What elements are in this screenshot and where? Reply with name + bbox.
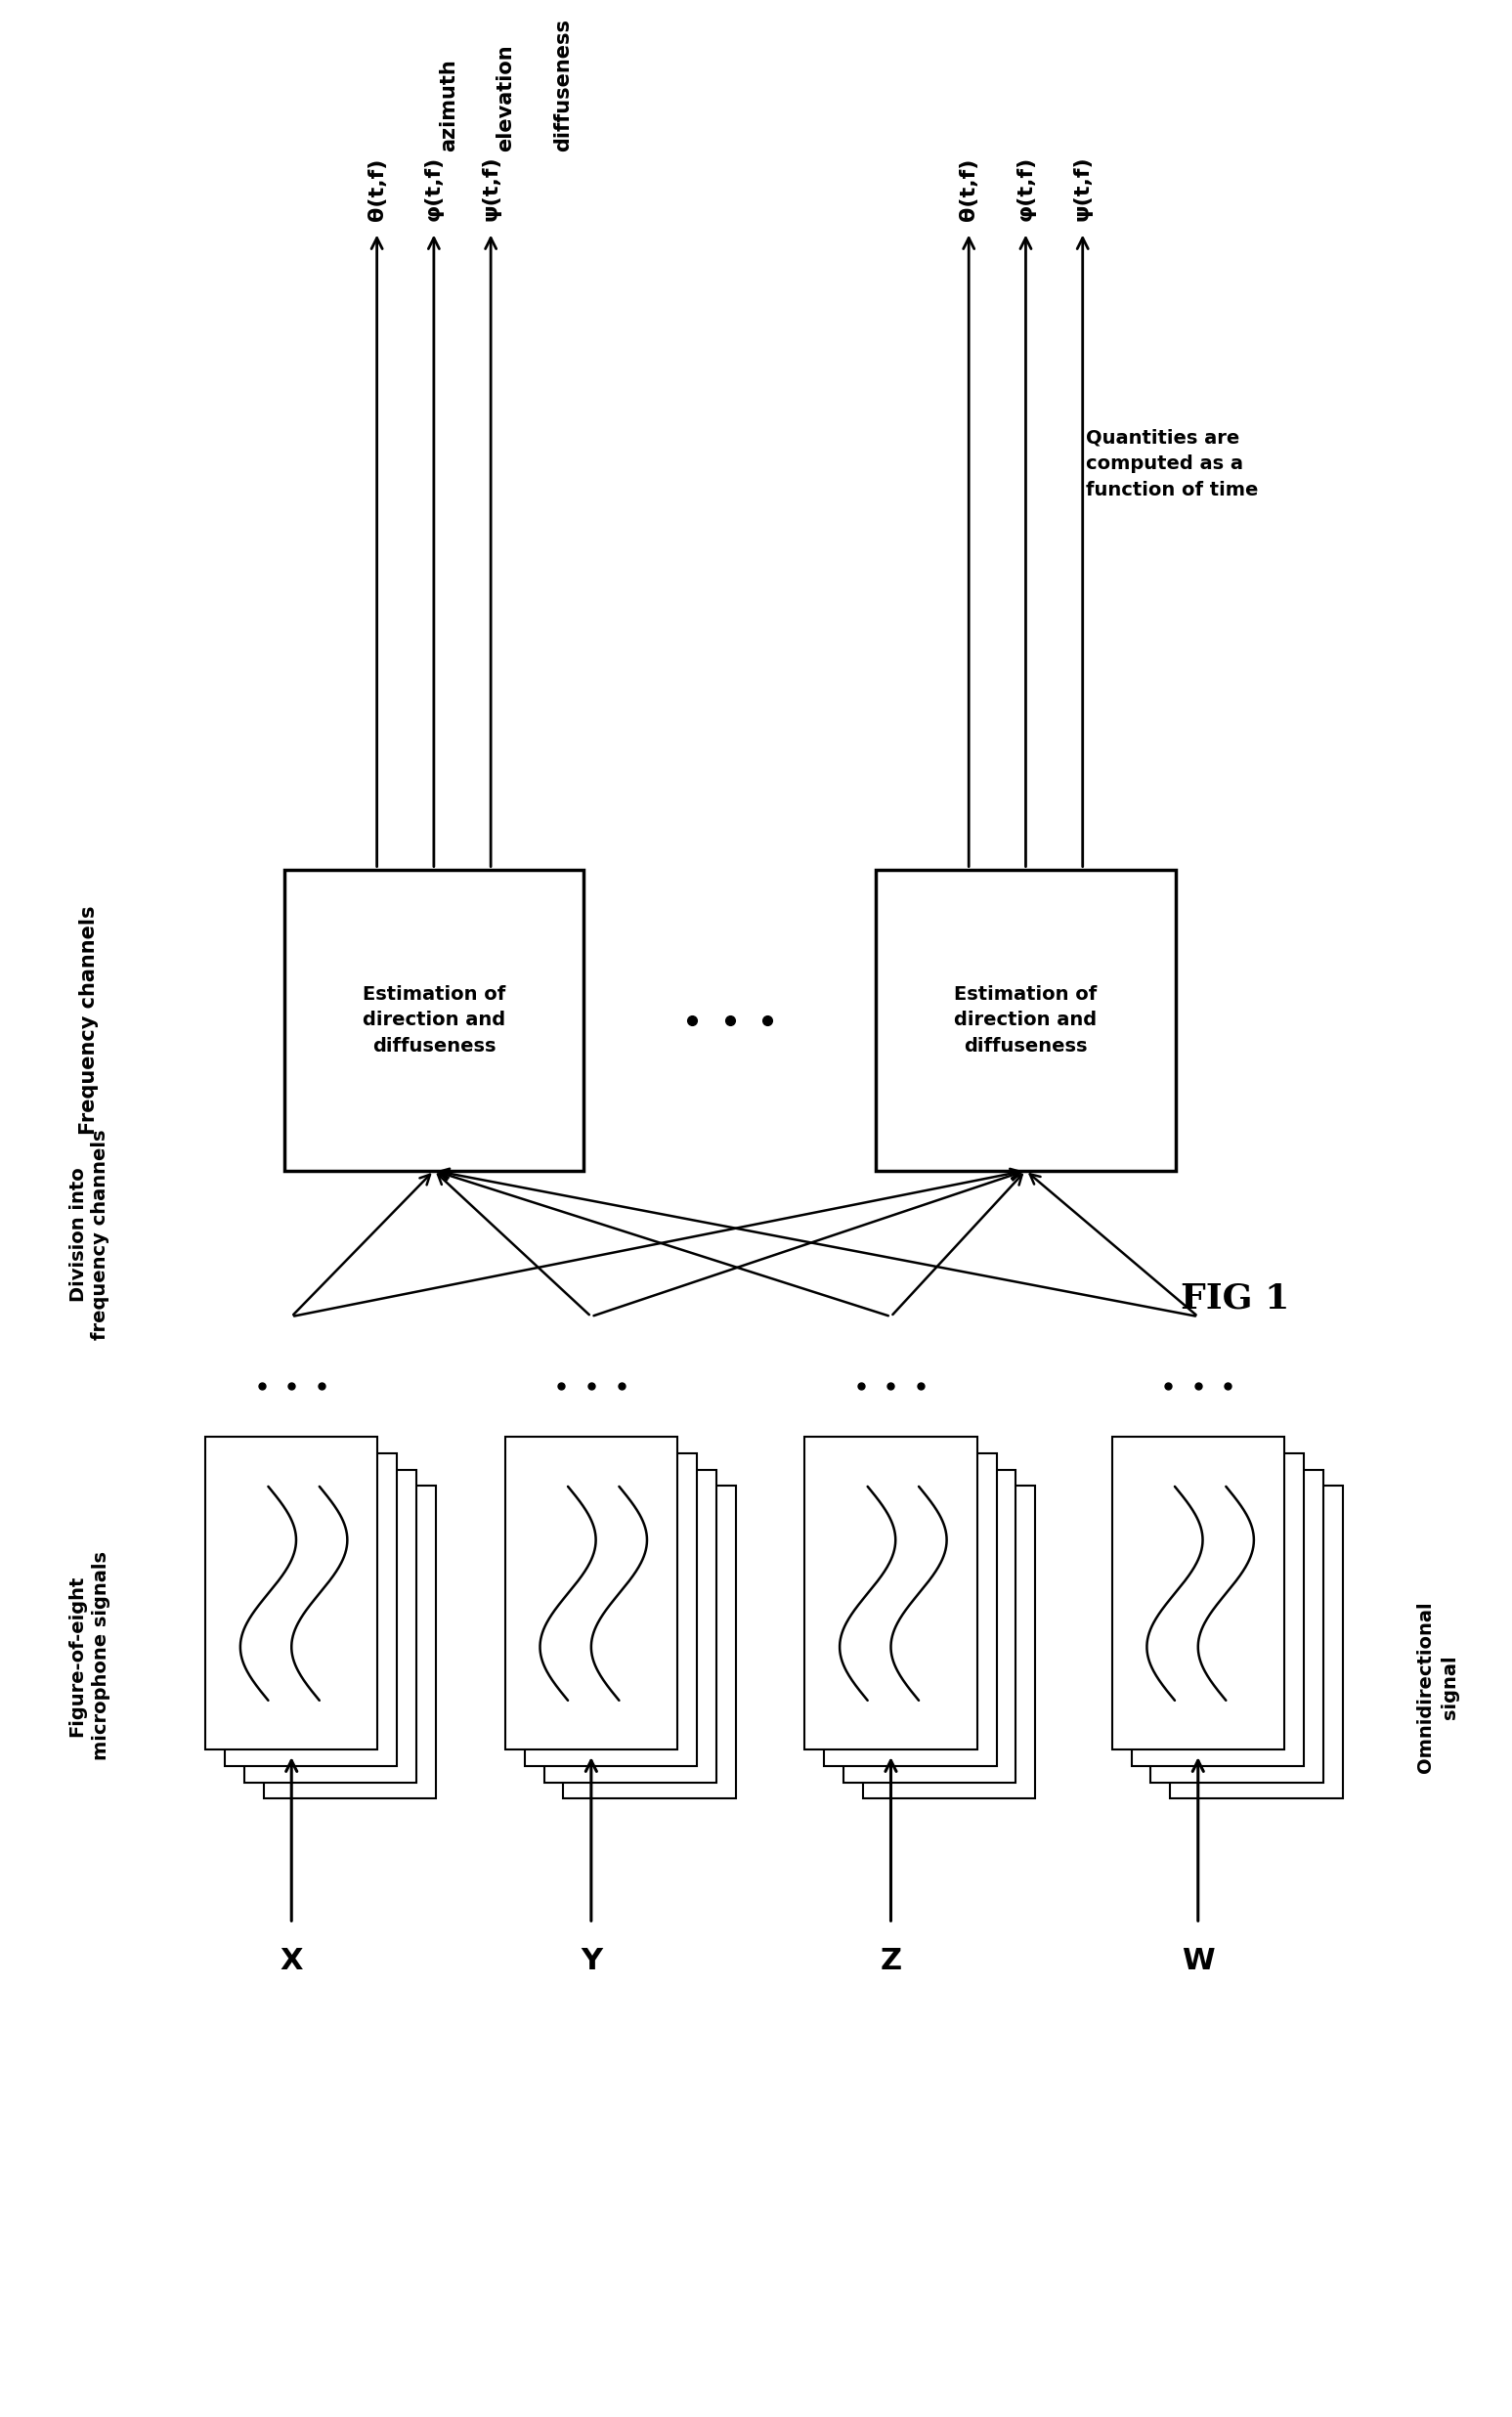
Bar xyxy=(263,1486,435,1798)
Bar xyxy=(245,1470,417,1781)
Bar xyxy=(525,1453,697,1767)
Bar xyxy=(804,1438,977,1750)
Text: azimuth: azimuth xyxy=(438,58,458,152)
Text: FIG 1: FIG 1 xyxy=(1181,1281,1290,1315)
Text: φ(t,f): φ(t,f) xyxy=(423,155,443,220)
Text: Division into
frequency channels: Division into frequency channels xyxy=(70,1129,109,1339)
Bar xyxy=(225,1453,398,1767)
Text: φ(t,f): φ(t,f) xyxy=(1016,155,1036,220)
Text: Estimation of
direction and
diffuseness: Estimation of direction and diffuseness xyxy=(363,984,505,1056)
Text: θ(t,f): θ(t,f) xyxy=(959,157,978,220)
Bar xyxy=(206,1438,378,1750)
Bar xyxy=(284,870,584,1170)
Bar xyxy=(505,1438,677,1750)
Bar xyxy=(1170,1486,1343,1798)
Text: Y: Y xyxy=(581,1946,602,1975)
Bar xyxy=(844,1470,1016,1781)
Text: ψ(t,f): ψ(t,f) xyxy=(481,155,500,220)
Bar xyxy=(1131,1453,1303,1767)
Text: Frequency channels: Frequency channels xyxy=(80,906,98,1134)
Text: W: W xyxy=(1181,1946,1214,1975)
Text: θ(t,f): θ(t,f) xyxy=(367,157,387,220)
Bar xyxy=(544,1470,717,1781)
Text: Z: Z xyxy=(880,1946,901,1975)
Text: Omnidirectional
signal: Omnidirectional signal xyxy=(1417,1602,1459,1774)
Text: Estimation of
direction and
diffuseness: Estimation of direction and diffuseness xyxy=(954,984,1098,1056)
Text: elevation: elevation xyxy=(496,44,516,152)
Bar xyxy=(1111,1438,1284,1750)
Bar xyxy=(875,870,1175,1170)
Bar xyxy=(824,1453,996,1767)
Text: ψ(t,f): ψ(t,f) xyxy=(1074,155,1093,220)
Text: diffuseness: diffuseness xyxy=(553,19,573,152)
Text: Figure-of-eight
microphone signals: Figure-of-eight microphone signals xyxy=(68,1552,110,1760)
Text: Quantities are
computed as a
function of time: Quantities are computed as a function of… xyxy=(1086,428,1258,498)
Bar xyxy=(863,1486,1036,1798)
Bar xyxy=(564,1486,736,1798)
Bar xyxy=(1151,1470,1323,1781)
Text: X: X xyxy=(280,1946,302,1975)
